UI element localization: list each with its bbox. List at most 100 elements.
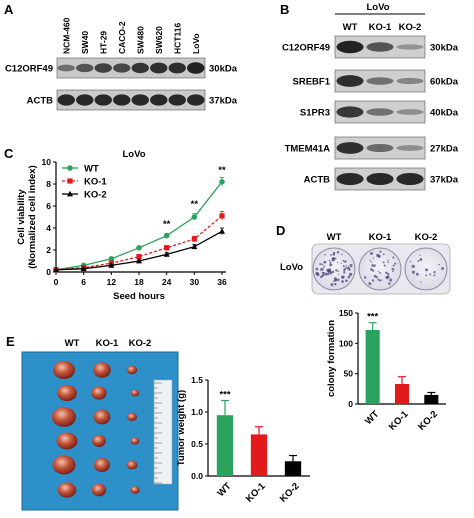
blot-band [396,109,424,115]
data-point [80,265,87,272]
cell-line-labels: NCM-460 SW40 HT-29 CACO-2 SW480 SW620 HCT116 Lo… [61,17,201,54]
legend-label: KO-1 [84,177,107,188]
x-tick-label: 0 [54,277,59,287]
significance-label: *** [219,389,230,400]
bar-wt [216,415,234,476]
ruler [153,379,173,485]
data-point [136,245,142,251]
legend-label: WT [84,164,99,175]
blot-band [131,94,149,106]
blot-band [366,77,394,85]
blot-protein-label: SREBF1 [293,77,331,88]
data-point [67,178,73,184]
series-ko-2 [53,227,225,273]
y-axis-label: colony formation [326,320,337,397]
data-point [136,257,142,264]
blot-size-label: 40kDa [430,108,459,119]
blot-band [168,94,186,106]
x-tick-label: WT [215,481,233,499]
blot-band [336,40,364,54]
tumor [126,365,138,375]
blot-band [131,62,149,74]
blot-band [366,108,394,116]
blot-band [57,94,75,106]
significance-label: *** [367,312,378,323]
cell-line-label: HCT116 [172,23,182,54]
tumor [127,413,137,421]
colonies [409,254,444,283]
data-point [108,255,115,262]
significance-label: ** [191,199,199,210]
y-tick-label: 8 [46,179,51,189]
x-axis-label: Seed hours [113,291,165,302]
tumor-column-label: WT [65,338,80,349]
blot-band [150,94,168,106]
cell-line-label: SW40 [80,31,90,54]
panel-d-row-label: LoVo [280,262,303,273]
blot-size-label: 37kDa [209,96,238,107]
x-tick-label: KO-1 [244,480,268,504]
panel-a-letter: A [4,2,14,17]
blot-band [150,62,168,74]
blot-protein-label: ACTB [304,175,331,186]
panel-d-letter: D [276,223,285,238]
plate-label: WT [327,232,342,243]
y-tick-label: 2 [46,245,51,255]
blot-size-label: 30kDa [209,64,238,75]
tumor [56,432,78,450]
colony-bar-chart: 0 50 100 150 WT KO-1 KO-2 *** colony formation [326,308,446,433]
blot-band [57,64,75,72]
data-point [164,245,170,251]
x-tick-label: 24 [162,277,172,287]
blot-band [76,94,94,106]
panel-e: E WT KO-1 KO-2 0.0 0.5 1.0 1.5 WT KO-1 KO-2 *** Tu… [6,334,310,511]
plate-label: KO-2 [415,232,438,243]
x-tick-label: KO-1 [387,408,411,432]
blot-band [336,142,364,154]
tumor-column-labels: WT KO-1 KO-2 [65,338,152,349]
panel-b-letter: B [280,2,289,17]
blot-band [336,106,364,118]
lane-label: KO-1 [369,22,392,33]
panel-a: A NCM-460 SW40 HT-29 CACO-2 SW480 SW620 HCT116… [4,2,238,111]
lane-label: KO-2 [399,22,422,33]
panel-e-letter: E [6,334,15,349]
blot-band [94,94,112,106]
x-tick-label: 6 [81,277,86,287]
blot-band [366,42,394,52]
blot-strip [56,57,206,79]
photo-background [22,352,178,510]
data-point [191,214,198,220]
y-tick-label: 50 [344,369,354,379]
tumor-weight-bar-chart: 0.0 0.5 1.0 1.5 WT KO-1 KO-2 *** Tumor weight (g… [176,375,310,505]
blot-band [366,143,394,153]
y-axis-label: Cell viability(Normalized cell index) [16,165,38,268]
panel-b-blots: C12ORF49 30kDa SREBF1 60kDa S1PR3 40kDa TMEM41… [282,35,459,191]
blot-band [336,75,364,87]
bar-wt [365,329,380,404]
cell-line-label: SW480 [135,26,145,54]
y-tick-label: 0.0 [191,471,203,481]
x-tick-label: 36 [217,277,227,287]
data-point [191,236,197,242]
bar-ko-1 [394,383,410,404]
panel-c-letter: C [4,146,14,161]
tumor [93,409,111,425]
tumor [92,435,106,447]
tumor-column-label: KO-2 [129,338,152,349]
significance-label: ** [218,165,226,176]
blot-band [113,94,131,106]
blot-band [187,94,205,106]
tumor [91,483,107,497]
tumor [57,482,77,498]
tumor [57,384,77,402]
blot-band [168,62,186,74]
y-tick-label: 1.5 [191,375,203,385]
panel-b-cell-line: LoVo [366,2,389,13]
y-tick-label: 0 [46,267,51,277]
data-point [219,228,225,234]
significance-label: ** [163,219,171,230]
